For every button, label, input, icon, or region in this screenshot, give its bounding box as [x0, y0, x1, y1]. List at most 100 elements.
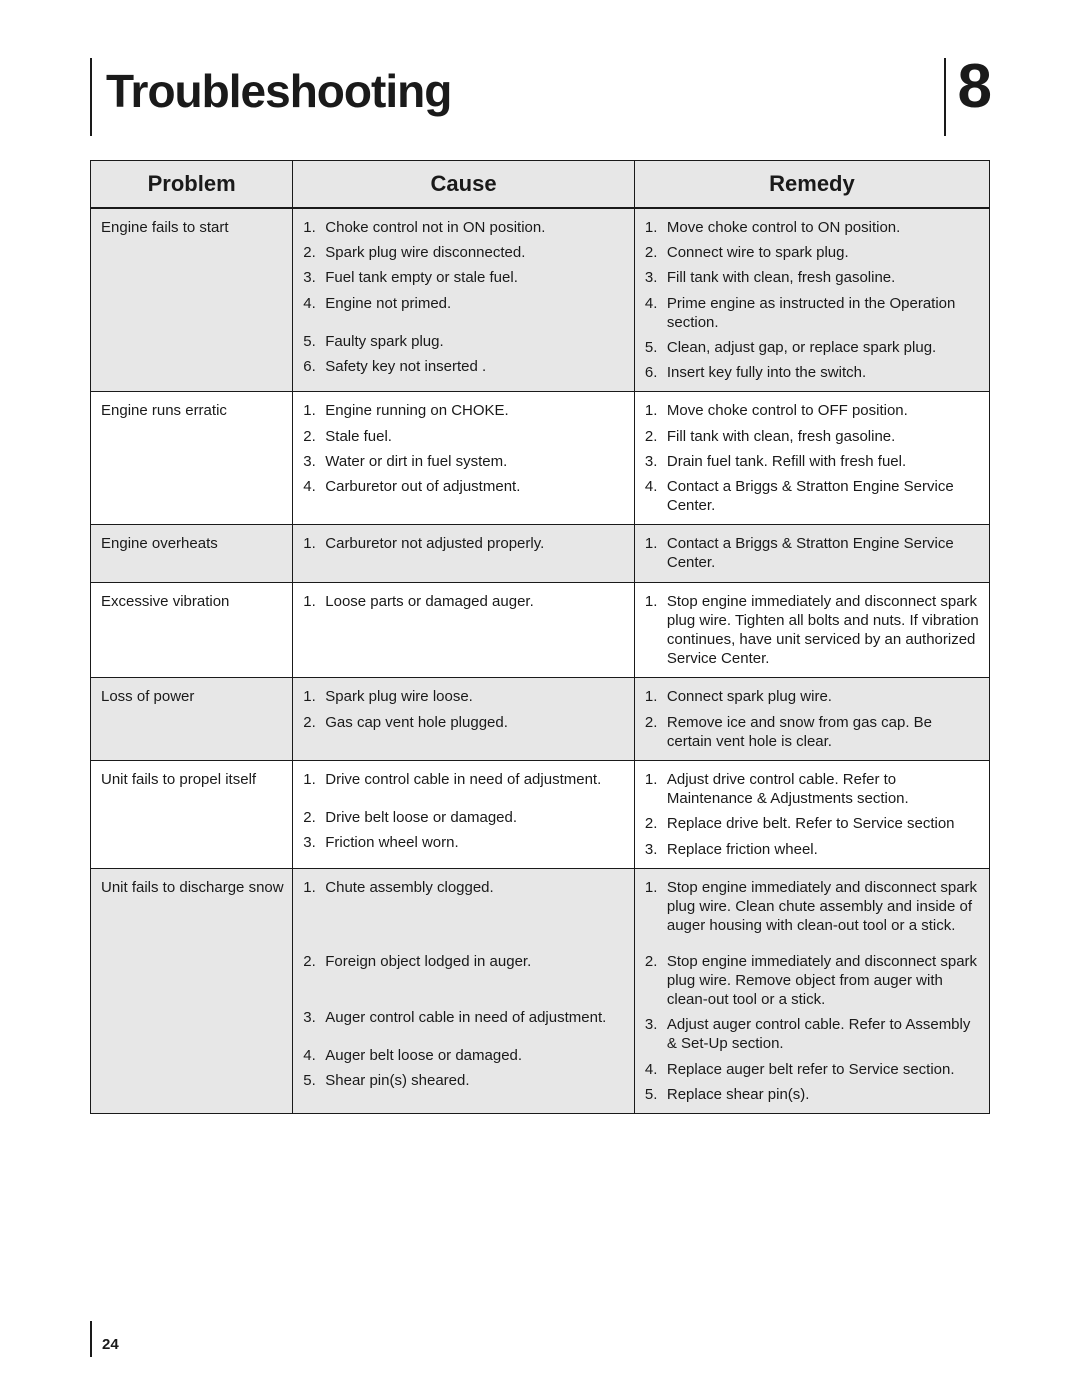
remedy-list: Move choke control to OFF position.Fill …: [635, 392, 989, 524]
cause-cell: Engine running on CHOKE.Stale fuel.Water…: [293, 392, 635, 525]
remedy-item: Replace auger belt refer to Service sect…: [645, 1057, 981, 1082]
cause-item: Stale fuel.: [303, 424, 626, 449]
remedy-item: Drain fuel tank. Refill with fresh fuel.: [645, 449, 981, 474]
table-row: Unit fails to discharge snowChute assemb…: [91, 868, 990, 1113]
cause-item: Water or dirt in fuel system.: [303, 449, 626, 474]
cause-item: Foreign object lodged in auger.: [303, 949, 626, 1005]
cause-item: Friction wheel worn.: [303, 830, 626, 855]
header-region: Troubleshooting: [90, 58, 990, 136]
cause-list: Carburetor not adjusted properly.: [293, 525, 634, 575]
remedy-list: Contact a Briggs & Stratton Engine Servi…: [635, 525, 989, 581]
remedy-cell: Move choke control to OFF position.Fill …: [634, 392, 989, 525]
cause-item: Auger belt loose or damaged.: [303, 1043, 626, 1068]
problem-cell: Excessive vibration: [91, 582, 293, 678]
cause-item: Drive belt loose or damaged.: [303, 805, 626, 830]
page-number: 24: [102, 1336, 119, 1353]
table-body: Engine fails to startChoke control not i…: [91, 208, 990, 1114]
remedy-list: Adjust drive control cable. Refer to Mai…: [635, 761, 989, 868]
cause-item: Auger control cable in need of adjustmen…: [303, 1005, 626, 1043]
remedy-item: Replace shear pin(s).: [645, 1082, 981, 1107]
table-row: Engine fails to startChoke control not i…: [91, 208, 990, 392]
problem-text: Unit fails to discharge snow: [91, 869, 292, 906]
table-row: Unit fails to propel itself Drive control…: [91, 760, 990, 868]
table-row: Engine runs erraticEngine running on CHO…: [91, 392, 990, 525]
remedy-item: Contact a Briggs & Stratton Engine Servi…: [645, 474, 981, 518]
remedy-item: Replace drive belt. Refer to Service sec…: [645, 811, 981, 836]
cause-item: Choke control not in ON position.: [303, 215, 626, 240]
table-row: Loss of powerSpark plug wire loose.Gas c…: [91, 678, 990, 761]
remedy-list: Stop engine immediately and disconnect s…: [635, 583, 989, 678]
cause-item: Engine not primed.: [303, 291, 626, 329]
problem-cell: Engine runs erratic: [91, 392, 293, 525]
remedy-item: Clean, adjust gap, or replace spark plug…: [645, 335, 981, 360]
header-remedy: Remedy: [634, 161, 989, 209]
chapter-number: 8: [946, 58, 990, 117]
cause-cell: Carburetor not adjusted properly.: [293, 525, 635, 582]
remedy-item: Stop engine immediately and disconnect s…: [645, 589, 981, 672]
problem-text: Loss of power: [91, 678, 292, 715]
cause-list: Engine running on CHOKE.Stale fuel.Water…: [293, 392, 634, 518]
cause-item: Fuel tank empty or stale fuel.: [303, 265, 626, 290]
remedy-cell: Adjust drive control cable. Refer to Mai…: [634, 760, 989, 868]
cause-item: Engine running on CHOKE.: [303, 398, 626, 423]
problem-text: Engine runs erratic: [91, 392, 292, 429]
cause-cell: Loose parts or damaged auger.: [293, 582, 635, 678]
header-cause: Cause: [293, 161, 635, 209]
remedy-cell: Contact a Briggs & Stratton Engine Servi…: [634, 525, 989, 582]
remedy-item: Connect wire to spark plug.: [645, 240, 981, 265]
remedy-item: Move choke control to ON position.: [645, 215, 981, 240]
cause-item: Carburetor out of adjustment.: [303, 474, 626, 512]
remedy-list: Connect spark plug wire.Remove ice and s…: [635, 678, 989, 760]
remedy-cell: Move choke control to ON position.Connec…: [634, 208, 989, 392]
remedy-cell: Stop engine immediately and disconnect s…: [634, 868, 989, 1113]
cause-item: Drive control cable in need of adjustmen…: [303, 767, 626, 805]
problem-cell: Unit fails to propel itself: [91, 760, 293, 868]
remedy-item: Fill tank with clean, fresh gasoline.: [645, 424, 981, 449]
remedy-cell: Connect spark plug wire.Remove ice and s…: [634, 678, 989, 761]
cause-list: Chute assembly clogged.Foreign object lo…: [293, 869, 634, 1099]
cause-cell: Chute assembly clogged.Foreign object lo…: [293, 868, 635, 1113]
remedy-item: Contact a Briggs & Stratton Engine Servi…: [645, 531, 981, 575]
problem-text: Engine fails to start: [91, 209, 292, 246]
problem-text: Engine overheats: [91, 525, 292, 562]
problem-text: Excessive vibration: [91, 583, 292, 620]
section-title: Troubleshooting: [92, 58, 451, 114]
problem-text: Unit fails to propel itself: [91, 761, 292, 798]
cause-item: Chute assembly clogged.: [303, 875, 626, 949]
cause-item: Spark plug wire disconnected.: [303, 240, 626, 265]
table-row: Engine overheats Carburetor not adjusted …: [91, 525, 990, 582]
page-footer: 24: [90, 1321, 119, 1357]
cause-list: Spark plug wire loose.Gas cap vent hole …: [293, 678, 634, 753]
remedy-item: Fill tank with clean, fresh gasoline.: [645, 265, 981, 290]
header-problem: Problem: [91, 161, 293, 209]
remedy-item: Replace friction wheel.: [645, 837, 981, 862]
remedy-item: Prime engine as instructed in the Operat…: [645, 291, 981, 335]
cause-cell: Choke control not in ON position.Spark p…: [293, 208, 635, 392]
remedy-list: Move choke control to ON position.Connec…: [635, 209, 989, 391]
cause-cell: Drive control cable in need of adjustmen…: [293, 760, 635, 868]
cause-item: Loose parts or damaged auger.: [303, 589, 626, 663]
troubleshoot-table: Problem Cause Remedy Engine fails to sta…: [90, 160, 990, 1114]
chapter-region: 8: [944, 58, 990, 136]
cause-item: Faulty spark plug.: [303, 329, 626, 354]
problem-cell: Unit fails to discharge snow: [91, 868, 293, 1113]
problem-cell: Engine overheats: [91, 525, 293, 582]
remedy-item: Connect spark plug wire.: [645, 684, 981, 709]
cause-item: Carburetor not adjusted properly.: [303, 531, 626, 569]
cause-list: Loose parts or damaged auger.: [293, 583, 634, 669]
table-header-row: Problem Cause Remedy: [91, 161, 990, 209]
remedy-item: Adjust drive control cable. Refer to Mai…: [645, 767, 981, 811]
remedy-item: Remove ice and snow from gas cap. Be cer…: [645, 710, 981, 754]
cause-item: Gas cap vent hole plugged.: [303, 710, 626, 748]
remedy-item: Adjust auger control cable. Refer to Ass…: [645, 1012, 981, 1056]
remedy-item: Move choke control to OFF position.: [645, 398, 981, 423]
remedy-item: Stop engine immediately and disconnect s…: [645, 875, 981, 949]
cause-list: Choke control not in ON position.Spark p…: [293, 209, 634, 385]
cause-cell: Spark plug wire loose.Gas cap vent hole …: [293, 678, 635, 761]
remedy-cell: Stop engine immediately and disconnect s…: [634, 582, 989, 678]
table-row: Excessive vibration Loose parts or damage…: [91, 582, 990, 678]
cause-list: Drive control cable in need of adjustmen…: [293, 761, 634, 861]
page-container: Troubleshooting 8 Problem Cause Remedy E…: [0, 0, 1080, 1397]
cause-item: Safety key not inserted .: [303, 354, 626, 379]
cause-item: Spark plug wire loose.: [303, 684, 626, 709]
